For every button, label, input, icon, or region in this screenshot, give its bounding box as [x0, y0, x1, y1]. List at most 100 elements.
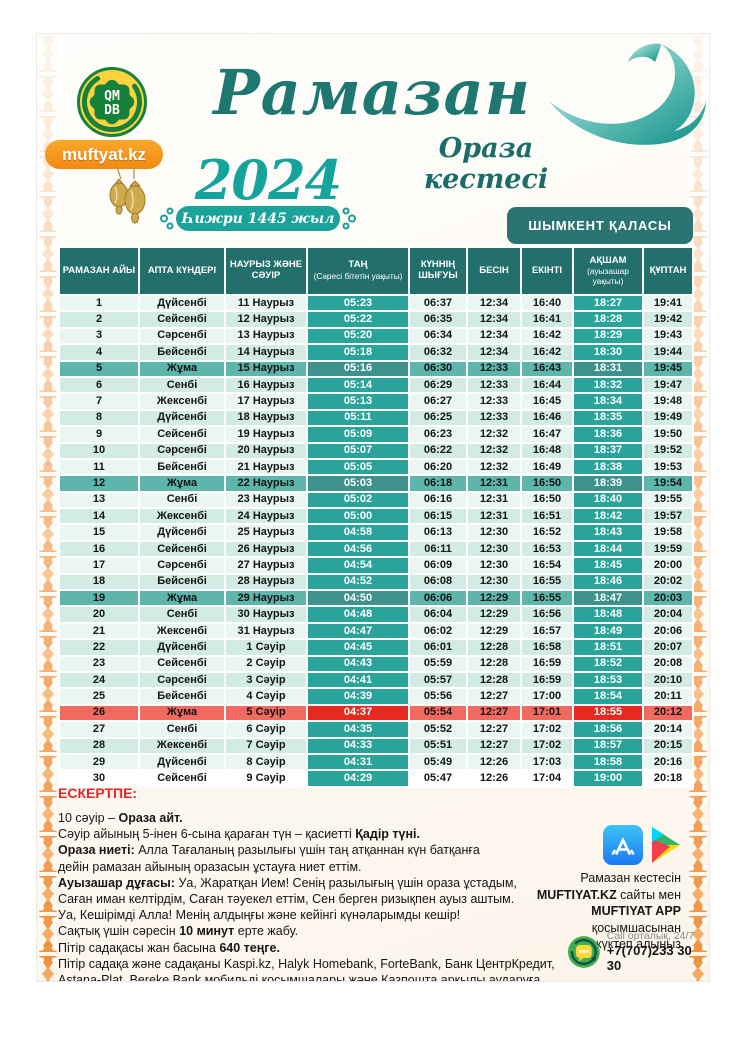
col-header-kuptan: ҚҰПТАН [644, 248, 692, 294]
cell-kuptan: 19:47 [644, 377, 692, 393]
cell-date: 6 Сәуір [226, 722, 306, 737]
cell-ekinti: 16:53 [522, 541, 572, 557]
hijri-year-banner: Һижри 1445 жыл [160, 206, 356, 231]
cell-ekinti: 17:03 [522, 754, 572, 770]
table-row: 13 Сенбі 23 Наурыз 05:02 06:16 12:31 16:… [60, 492, 692, 508]
cell-ekinti: 16:55 [522, 591, 572, 606]
cell-kuptan: 20:18 [644, 771, 692, 786]
cell-sunrise: 06:35 [410, 312, 466, 327]
cell-besin: 12:28 [468, 656, 520, 671]
cell-sunrise: 06:09 [410, 558, 466, 573]
cell-kuptan: 20:00 [644, 558, 692, 573]
cell-ekinti: 16:58 [522, 640, 572, 655]
cell-date: 8 Сәуір [226, 754, 306, 770]
cell-tan: 04:45 [308, 640, 408, 655]
cell-tan: 05:13 [308, 394, 408, 409]
table-row: 23 Сейсенбі 2 Сәуір 04:43 05:59 12:28 16… [60, 656, 692, 671]
cell-sunrise: 06:15 [410, 509, 466, 524]
col-header-ekinti: ЕКІНТІ [522, 248, 572, 294]
cell-date: 28 Наурыз [226, 574, 306, 590]
cell-kuptan: 20:16 [644, 754, 692, 770]
notes-lines: 10 сәуір – Ораза айт. Сәуір айының 5-інен… [58, 810, 583, 981]
cell-ekinti: 17:02 [522, 738, 572, 753]
cell-sunrise: 06:32 [410, 345, 466, 360]
cell-weekday: Сейсенбі [140, 312, 224, 327]
cell-weekday: Сенбі [140, 492, 224, 508]
note-line: Ауызашар дұғасы: Уа, Жаратқан Ием! Сенің… [58, 875, 517, 890]
cell-ekinti: 16:52 [522, 525, 572, 540]
cell-tan: 05:20 [308, 328, 408, 344]
cell-date: 12 Наурыз [226, 312, 306, 327]
cell-date: 4 Сәуір [226, 689, 306, 704]
cell-date: 5 Сәуір [226, 705, 306, 721]
col-header-aksham: АҚШАМ (ауызашар уақыты) [574, 248, 642, 294]
banner-flourish-icon [342, 207, 356, 230]
call-phone: +7(707)233 30 30 [606, 943, 692, 973]
cell-aksham: 18:32 [574, 377, 642, 393]
city-button[interactable]: ШЫМКЕНТ ҚАЛАСЫ [507, 207, 693, 244]
cell-besin: 12:29 [468, 623, 520, 639]
cell-kuptan: 20:11 [644, 689, 692, 704]
cell-date: 11 Наурыз [226, 296, 306, 311]
cell-day: 26 [60, 705, 138, 721]
note-line: Уа, Кешірімді Алла! Менің алдыңғы және к… [58, 908, 461, 923]
cell-kuptan: 19:41 [644, 296, 692, 311]
cell-tan: 04:39 [308, 689, 408, 704]
cell-aksham: 18:42 [574, 509, 642, 524]
table-row: 30 Сейсенбі 9 Сәуір 04:29 05:47 12:26 17… [60, 771, 692, 786]
cell-ekinti: 16:44 [522, 377, 572, 393]
cell-besin: 12:34 [468, 296, 520, 311]
cell-aksham: 18:49 [574, 623, 642, 639]
cell-date: 3 Сәуір [226, 672, 306, 688]
cell-aksham: 18:43 [574, 525, 642, 540]
cell-weekday: Жексенбі [140, 738, 224, 753]
cell-tan: 04:56 [308, 541, 408, 557]
cell-sunrise: 06:02 [410, 623, 466, 639]
cell-tan: 05:09 [308, 427, 408, 442]
cell-date: 15 Наурыз [226, 361, 306, 376]
cell-tan: 04:37 [308, 705, 408, 721]
app-store-icon[interactable] [603, 825, 643, 865]
cell-aksham: 18:46 [574, 574, 642, 590]
cell-besin: 12:32 [468, 427, 520, 442]
cell-sunrise: 06:13 [410, 525, 466, 540]
year-label: 2024 [194, 148, 342, 212]
table-row: 17 Сәрсенбі 27 Наурыз 04:54 06:09 12:30 … [60, 558, 692, 573]
cell-weekday: Жұма [140, 591, 224, 606]
cell-day: 12 [60, 476, 138, 491]
cell-ekinti: 17:00 [522, 689, 572, 704]
table-row: 21 Жексенбі 31 Наурыз 04:47 06:02 12:29 … [60, 623, 692, 639]
cell-aksham: 19:00 [574, 771, 642, 786]
cell-weekday: Сенбі [140, 377, 224, 393]
table-row: 6 Сенбі 16 Наурыз 05:14 06:29 12:33 16:4… [60, 377, 692, 393]
cell-date: 24 Наурыз [226, 509, 306, 524]
cell-tan: 04:48 [308, 607, 408, 622]
cell-tan: 05:16 [308, 361, 408, 376]
cell-ekinti: 17:04 [522, 771, 572, 786]
cell-date: 27 Наурыз [226, 558, 306, 573]
logo-abbr-top: QM [104, 89, 120, 104]
logo-abbr-bottom: DB [104, 103, 120, 118]
cell-sunrise: 06:30 [410, 361, 466, 376]
cell-besin: 12:26 [468, 754, 520, 770]
table-row: 7 Жексенбі 17 Наурыз 05:13 06:27 12:33 1… [60, 394, 692, 409]
cell-day: 15 [60, 525, 138, 540]
download-info: Рамазан кестесін MUFTIYAT.KZ сайты мен MUF… [519, 870, 681, 953]
table-row: 18 Бейсенбі 28 Наурыз 04:52 06:08 12:30 … [60, 574, 692, 590]
cell-date: 18 Наурыз [226, 410, 306, 426]
cell-weekday: Жексенбі [140, 623, 224, 639]
google-play-icon[interactable] [646, 825, 686, 865]
col-header-sunrise: КҮННІҢ ШЫҒУЫ [410, 248, 466, 294]
cell-date: 22 Наурыз [226, 476, 306, 491]
cell-ekinti: 16:43 [522, 361, 572, 376]
cell-kuptan: 19:43 [644, 328, 692, 344]
cell-kuptan: 19:59 [644, 541, 692, 557]
cell-kuptan: 20:14 [644, 722, 692, 737]
col-header-day: РАМАЗАН АЙЫ [60, 248, 138, 294]
cell-ekinti: 16:54 [522, 558, 572, 573]
cell-day: 2 [60, 312, 138, 327]
cell-besin: 12:29 [468, 591, 520, 606]
col-header-weekday: АПТА КҮНДЕРІ [140, 248, 224, 294]
cell-kuptan: 20:06 [644, 623, 692, 639]
notes-heading: ЕСКЕРТПЕ: [58, 785, 138, 801]
